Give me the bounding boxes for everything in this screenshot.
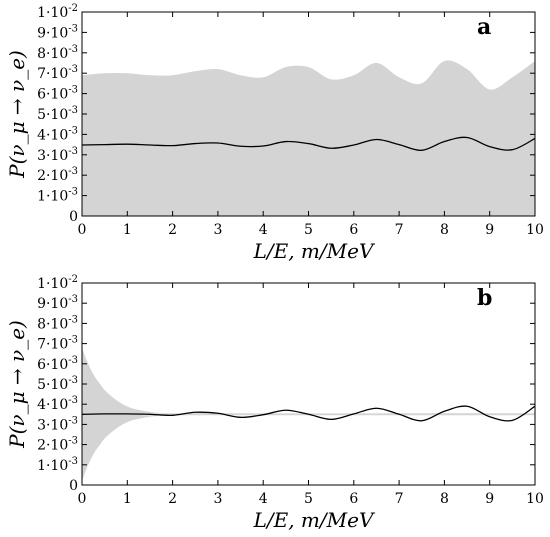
x-tick-label: 10 [526,222,544,238]
x-tick-label: 1 [123,491,132,507]
x-tick-label: 8 [440,491,449,507]
panel-label: b [477,285,492,311]
x-tick-label: 9 [485,491,494,507]
x-tick-label: 7 [395,491,404,507]
x-tick-label: 6 [349,491,358,507]
x-tick-label: 5 [304,222,313,238]
y-tick-label: 4·10-3 [37,125,78,143]
y-tick-label: 6·10-3 [37,355,78,373]
y-tick-label: 7·10-3 [37,64,78,82]
x-tick-label: 0 [78,222,87,238]
y-tick-label: 9·10-3 [37,294,78,312]
plot-frame [81,282,536,486]
y-tick-label: 4·10-3 [37,395,78,413]
x-axis-label: L/E, m/MeV [253,508,376,532]
y-tick-label: 1·10-2 [37,274,78,292]
panel-label: a [477,14,491,40]
x-tick-label: 2 [168,222,177,238]
y-tick-label: 3·10-3 [37,415,78,433]
y-tick-label: 2·10-3 [37,436,78,454]
x-axis-label: L/E, m/MeV [253,239,376,263]
y-tick-label: 8·10-3 [37,44,78,62]
y-axis-label: P(ν_μ → ν_e) [5,50,29,179]
x-tick-label: 4 [259,491,268,507]
x-tick-label: 3 [213,222,222,238]
x-tick-label: 4 [259,222,268,238]
x-tick-label: 7 [395,222,404,238]
y-tick-label: 3·10-3 [37,146,78,164]
x-tick-label: 8 [440,222,449,238]
x-tick-label: 10 [526,491,544,507]
y-tick-label: 5·10-3 [37,375,78,393]
x-tick-label: 2 [168,491,177,507]
probability-curve [81,405,536,422]
panel-a: 0 1 2 3 4 5 6 7 8 9 10 0 1·10-3 2·10-3 3·10-3 4·10-3 5·1… [5,3,544,263]
x-tick-label: 0 [78,491,87,507]
x-tick-label: 3 [213,491,222,507]
y-tick-label: 0 [69,209,78,225]
y-tick-label: 7·10-3 [37,335,78,353]
y-tick-label: 8·10-3 [37,314,78,332]
x-tick-label: 6 [349,222,358,238]
x-tick-label: 1 [123,222,132,238]
y-tick-label: 1·10-3 [37,187,78,205]
y-tick-label: 0 [69,478,78,494]
y-tick-label: 9·10-3 [37,23,78,41]
y-axis-label: P(ν_μ → ν_e) [5,320,29,449]
x-tick-label: 9 [485,222,494,238]
uncertainty-band [82,60,535,217]
panel-b: 0 1 2 3 4 5 6 7 8 9 10 0 1·10-3 2·10-3 3·10-3 4·10-3 5·1… [5,274,544,532]
probability-curve [81,136,536,151]
y-tick-label: 1·10-3 [37,456,78,474]
x-tick-label: 5 [304,491,313,507]
y-tick-label: 2·10-3 [37,166,78,184]
y-tick-label: 6·10-3 [37,85,78,103]
y-tick-label: 1·10-2 [37,3,78,21]
y-tick-label: 5·10-3 [37,105,78,123]
